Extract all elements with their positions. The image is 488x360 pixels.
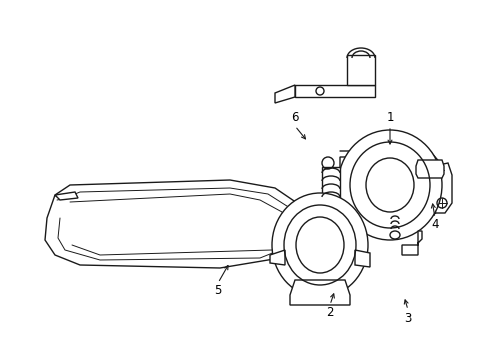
Polygon shape <box>274 85 294 103</box>
Polygon shape <box>294 85 374 97</box>
Polygon shape <box>321 167 339 203</box>
Text: 4: 4 <box>430 219 438 231</box>
Text: 1: 1 <box>386 112 393 125</box>
Polygon shape <box>289 280 349 305</box>
Ellipse shape <box>271 193 367 297</box>
Polygon shape <box>285 225 354 275</box>
Polygon shape <box>346 55 374 85</box>
Text: 5: 5 <box>214 284 221 297</box>
Text: 2: 2 <box>325 306 333 319</box>
Ellipse shape <box>337 130 441 240</box>
Polygon shape <box>339 157 434 213</box>
Polygon shape <box>45 180 309 268</box>
Polygon shape <box>55 192 78 200</box>
Polygon shape <box>354 250 369 267</box>
Polygon shape <box>269 250 285 265</box>
Polygon shape <box>401 231 421 255</box>
Polygon shape <box>429 163 451 213</box>
Polygon shape <box>415 160 443 178</box>
Text: 6: 6 <box>291 112 298 125</box>
Text: 3: 3 <box>404 311 411 324</box>
